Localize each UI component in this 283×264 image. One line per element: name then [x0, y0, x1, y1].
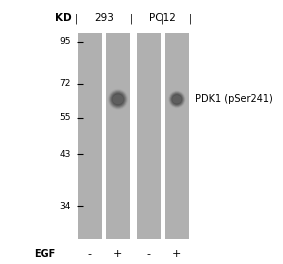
- Ellipse shape: [172, 95, 181, 104]
- Ellipse shape: [170, 93, 183, 106]
- Ellipse shape: [175, 98, 178, 101]
- Text: 72: 72: [59, 79, 70, 88]
- Ellipse shape: [171, 94, 183, 105]
- Ellipse shape: [112, 93, 125, 106]
- Ellipse shape: [109, 90, 127, 109]
- Ellipse shape: [113, 94, 123, 104]
- Ellipse shape: [112, 93, 124, 105]
- Ellipse shape: [117, 99, 119, 100]
- Text: EGF: EGF: [34, 249, 55, 259]
- Text: |: |: [161, 13, 164, 23]
- Text: -: -: [147, 249, 151, 259]
- Ellipse shape: [175, 97, 179, 102]
- Ellipse shape: [111, 92, 125, 107]
- Ellipse shape: [110, 92, 126, 107]
- Bar: [78, 33, 102, 239]
- Ellipse shape: [169, 91, 185, 107]
- Text: 34: 34: [59, 202, 70, 211]
- Ellipse shape: [116, 98, 120, 101]
- Ellipse shape: [113, 94, 123, 105]
- Text: KD: KD: [55, 13, 71, 23]
- Ellipse shape: [169, 91, 185, 108]
- Ellipse shape: [108, 89, 128, 109]
- Text: 95: 95: [59, 37, 70, 46]
- Ellipse shape: [176, 99, 177, 100]
- Ellipse shape: [174, 96, 180, 103]
- Text: PC12: PC12: [149, 13, 176, 23]
- Bar: [165, 33, 189, 239]
- Text: 293: 293: [94, 13, 114, 23]
- Ellipse shape: [110, 91, 126, 108]
- Text: +: +: [113, 249, 123, 259]
- Ellipse shape: [113, 94, 123, 104]
- Ellipse shape: [170, 92, 184, 106]
- Ellipse shape: [173, 95, 181, 103]
- Ellipse shape: [114, 96, 122, 103]
- Ellipse shape: [172, 94, 182, 105]
- Ellipse shape: [176, 98, 178, 100]
- Text: PDK1 (pSer241): PDK1 (pSer241): [195, 94, 273, 104]
- Ellipse shape: [116, 97, 120, 102]
- Ellipse shape: [175, 97, 179, 101]
- Bar: [136, 33, 161, 239]
- Ellipse shape: [174, 97, 180, 102]
- Ellipse shape: [115, 97, 121, 102]
- Ellipse shape: [173, 96, 181, 103]
- Ellipse shape: [171, 93, 183, 106]
- Ellipse shape: [113, 95, 122, 104]
- Ellipse shape: [109, 91, 127, 108]
- Text: |: |: [189, 13, 192, 23]
- Text: +: +: [172, 249, 182, 259]
- Text: |: |: [130, 13, 133, 23]
- Ellipse shape: [115, 96, 121, 103]
- Ellipse shape: [170, 92, 184, 107]
- Ellipse shape: [117, 98, 119, 101]
- Text: -: -: [88, 249, 92, 259]
- Ellipse shape: [172, 95, 181, 103]
- Text: |: |: [74, 13, 78, 23]
- Text: 43: 43: [59, 150, 70, 159]
- Bar: [106, 33, 130, 239]
- Text: 55: 55: [59, 113, 70, 122]
